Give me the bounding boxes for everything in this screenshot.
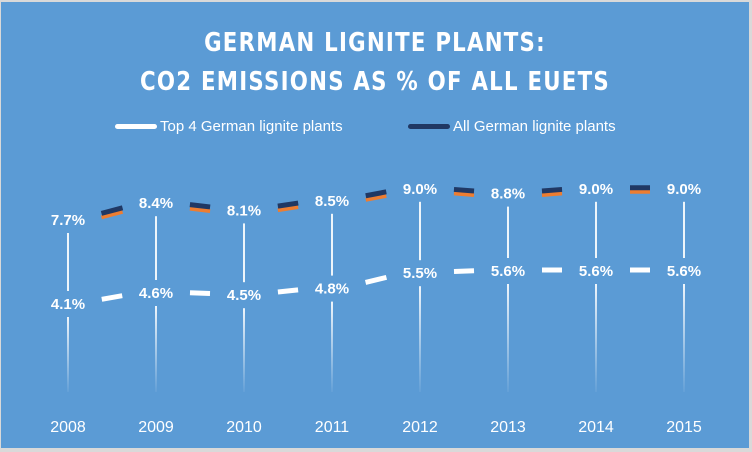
data-label-all: 9.0% [667, 181, 701, 198]
drop-line-lower [419, 286, 421, 392]
series-all-shadow [365, 193, 387, 202]
series-top4-line [277, 287, 299, 295]
data-label-top4: 5.6% [579, 263, 613, 280]
x-tick-label: 2008 [50, 419, 86, 436]
legend: Top 4 German lignite plants All German l… [1, 118, 749, 138]
x-tick-label: 2011 [315, 419, 350, 436]
data-label-top4: 5.6% [667, 263, 701, 280]
legend-swatch-top4 [115, 124, 157, 129]
data-label-all: 9.0% [579, 181, 613, 198]
drop-line-lower [595, 284, 597, 392]
data-label-all: 8.4% [139, 195, 173, 212]
series-all-line [100, 205, 124, 216]
legend-item-all[interactable]: All German lignite plants [408, 118, 616, 135]
drop-line-lower [67, 317, 69, 392]
x-tick-label: 2009 [138, 419, 174, 436]
drop-line-lower [683, 284, 685, 392]
x-tick-label: 2010 [226, 419, 262, 436]
drop-line-lower [155, 306, 157, 392]
data-label-all: 8.5% [315, 193, 349, 210]
chart-title: GERMAN LIGNITE PLANTS: CO2 EMISSIONS AS … [68, 24, 681, 102]
data-label-all: 7.7% [51, 212, 85, 229]
series-top4-line [189, 290, 211, 296]
data-label-top4: 5.5% [403, 265, 437, 282]
data-label-top4: 4.1% [51, 296, 85, 313]
data-label-top4: 4.6% [139, 285, 173, 302]
drop-line-lower [243, 308, 245, 392]
legend-swatch-all [408, 124, 450, 129]
data-label-all: 8.8% [491, 186, 525, 203]
x-tick-label: 2013 [490, 419, 526, 436]
data-label-top4: 4.5% [227, 287, 261, 304]
legend-label-top4: Top 4 German lignite plants [160, 118, 343, 135]
data-label-top4: 4.8% [315, 281, 349, 298]
legend-label-all: All German lignite plants [453, 118, 616, 135]
series-all-shadow [100, 209, 124, 220]
series-all-line [189, 202, 211, 210]
series-all-shadow [541, 191, 563, 197]
data-label-all: 8.1% [227, 202, 261, 219]
series-all-line [541, 186, 563, 194]
series-all-line [277, 200, 299, 209]
legend-item-top4[interactable]: Top 4 German lignite plants [115, 118, 343, 135]
series-all-line [453, 186, 475, 194]
series-all-line [365, 189, 387, 199]
series-all-shadow [189, 206, 211, 213]
drop-line-lower [331, 301, 333, 392]
x-tick-label: 2014 [578, 419, 614, 436]
series-all-shadow [453, 191, 475, 197]
series-all-shadow [277, 205, 299, 213]
chart-title-line-1: GERMAN LIGNITE PLANTS: [204, 28, 546, 58]
chart-title-line-2: CO2 EMISSIONS AS % OF ALL EUETS [140, 67, 610, 97]
x-tick-label: 2012 [402, 419, 438, 436]
series-top4-line [364, 274, 388, 285]
data-label-all: 9.0% [403, 181, 437, 198]
series-top4-line [101, 293, 123, 302]
drop-line-lower [507, 284, 509, 392]
series-top4-line [453, 268, 475, 274]
x-tick-label: 2015 [666, 419, 702, 436]
data-label-top4: 5.6% [491, 263, 525, 280]
